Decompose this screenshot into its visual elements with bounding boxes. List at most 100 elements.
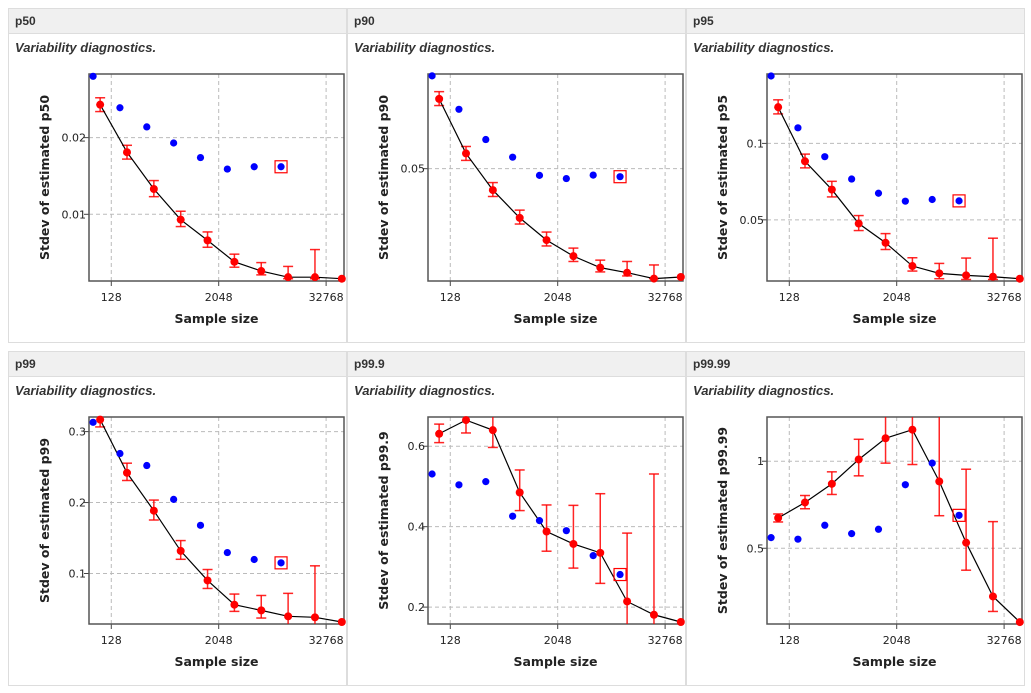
blue-point [89, 418, 97, 426]
plot-frame [88, 416, 345, 625]
red-point [596, 263, 605, 272]
fit-line [777, 428, 1021, 623]
red-point [515, 213, 524, 222]
blue-point [589, 171, 597, 179]
red-point [962, 538, 971, 547]
y-axis-label: Stdev of estimated p50 [37, 95, 52, 260]
blue-point [428, 72, 436, 80]
red-point [649, 274, 658, 283]
blue-point [874, 525, 883, 533]
red-point [774, 513, 783, 522]
blue-point [455, 481, 463, 489]
red-point [122, 148, 131, 157]
red-point [96, 415, 105, 424]
blue-point [143, 123, 151, 131]
highlight-box [952, 194, 966, 208]
red-point [881, 238, 890, 247]
panel-subtitle: Variability diagnostics. [15, 40, 157, 55]
panel-subtitle: Variability diagnostics. [15, 383, 157, 398]
panel-header: p90 [348, 9, 685, 34]
y-tick-label: 0.2 [408, 601, 426, 614]
y-axis-label: Stdev of estimated p99.99 [715, 427, 730, 614]
x-axis-label: Sample size [852, 654, 936, 669]
red-point [203, 236, 212, 245]
red-point [827, 479, 836, 488]
panel-p99-9: p99.9 Variability diagnostics. 128 2048 3276… [347, 351, 686, 686]
red-point [257, 267, 266, 276]
plot-frame [766, 416, 1023, 625]
plot-marks [428, 416, 685, 626]
red-point [623, 268, 632, 277]
panel-subtitle: Variability diagnostics. [693, 40, 835, 55]
blue-point [509, 153, 517, 161]
x-axis-label: Sample size [852, 311, 936, 326]
plot-frame [88, 73, 345, 282]
red-point [149, 506, 158, 515]
x-tick-label: 2048 [883, 291, 911, 304]
x-tick-label: 2048 [883, 634, 911, 647]
fit-line [438, 98, 681, 280]
highlight-box [274, 160, 288, 174]
chart-p95: 128 2048 32768 0.05 0.1 Sample size Stdev of e… [715, 72, 1024, 326]
x-tick-label: 32768 [309, 291, 344, 304]
panel-header: p50 [9, 9, 346, 34]
blue-point [562, 527, 570, 535]
plot-frame [427, 416, 684, 625]
blue-point [116, 104, 124, 112]
plot-frame [766, 73, 1023, 282]
red-point [676, 617, 685, 626]
x-axis-label: Sample size [513, 654, 597, 669]
y-tick-label: 0.1 [69, 567, 87, 580]
blue-point [277, 163, 285, 171]
plot-marks [89, 415, 346, 627]
fit-line [777, 106, 1020, 280]
red-point [800, 157, 809, 166]
blue-point [901, 197, 909, 205]
x-tick-label: 32768 [987, 291, 1022, 304]
red-point [310, 613, 319, 622]
panel-p50: p50 Variability diagnostics. 128 2048 32768 0… [8, 8, 347, 343]
panel-subtitle: Variability diagnostics. [354, 40, 496, 55]
red-point [203, 576, 212, 585]
blue-point [170, 495, 178, 503]
red-point [515, 488, 524, 497]
red-point [435, 94, 444, 103]
y-axis-label: Stdev of estimated p90 [376, 95, 391, 260]
blue-point [955, 197, 963, 205]
chart-p99-99: 128 2048 32768 0.5 1 Sample size Stdev of esti… [715, 416, 1024, 669]
blue-point [767, 72, 775, 80]
red-point [542, 236, 551, 245]
red-point [488, 426, 497, 435]
blue-point [428, 470, 436, 478]
red-point [149, 185, 158, 193]
red-point [854, 219, 863, 228]
blue-point [277, 559, 285, 567]
x-tick-label: 32768 [648, 634, 683, 647]
red-point [881, 434, 890, 443]
panel-header: p99 [9, 352, 346, 377]
blue-point [794, 535, 802, 543]
blue-point [848, 175, 856, 183]
x-axis-label: Sample size [174, 654, 258, 669]
red-point [1015, 618, 1024, 627]
y-tick-label: 0.5 [747, 542, 765, 555]
red-point [908, 425, 917, 434]
blue-point [794, 124, 802, 132]
highlight-box [274, 556, 288, 570]
y-tick-label: 0.6 [408, 440, 426, 453]
red-point [596, 548, 605, 557]
red-point [284, 612, 293, 621]
red-point [854, 455, 863, 464]
red-point [827, 185, 836, 194]
x-tick-label: 128 [779, 291, 800, 304]
y-tick-label: 0.02 [62, 132, 87, 145]
panel-header: p99.9 [348, 352, 685, 377]
x-tick-label: 128 [440, 634, 461, 647]
red-point [935, 269, 944, 278]
panel-subtitle: Variability diagnostics. [354, 383, 496, 398]
blue-point [821, 153, 829, 161]
red-point [676, 272, 685, 281]
blue-point [955, 511, 963, 519]
blue-point [562, 174, 570, 183]
blue-point [482, 135, 490, 144]
